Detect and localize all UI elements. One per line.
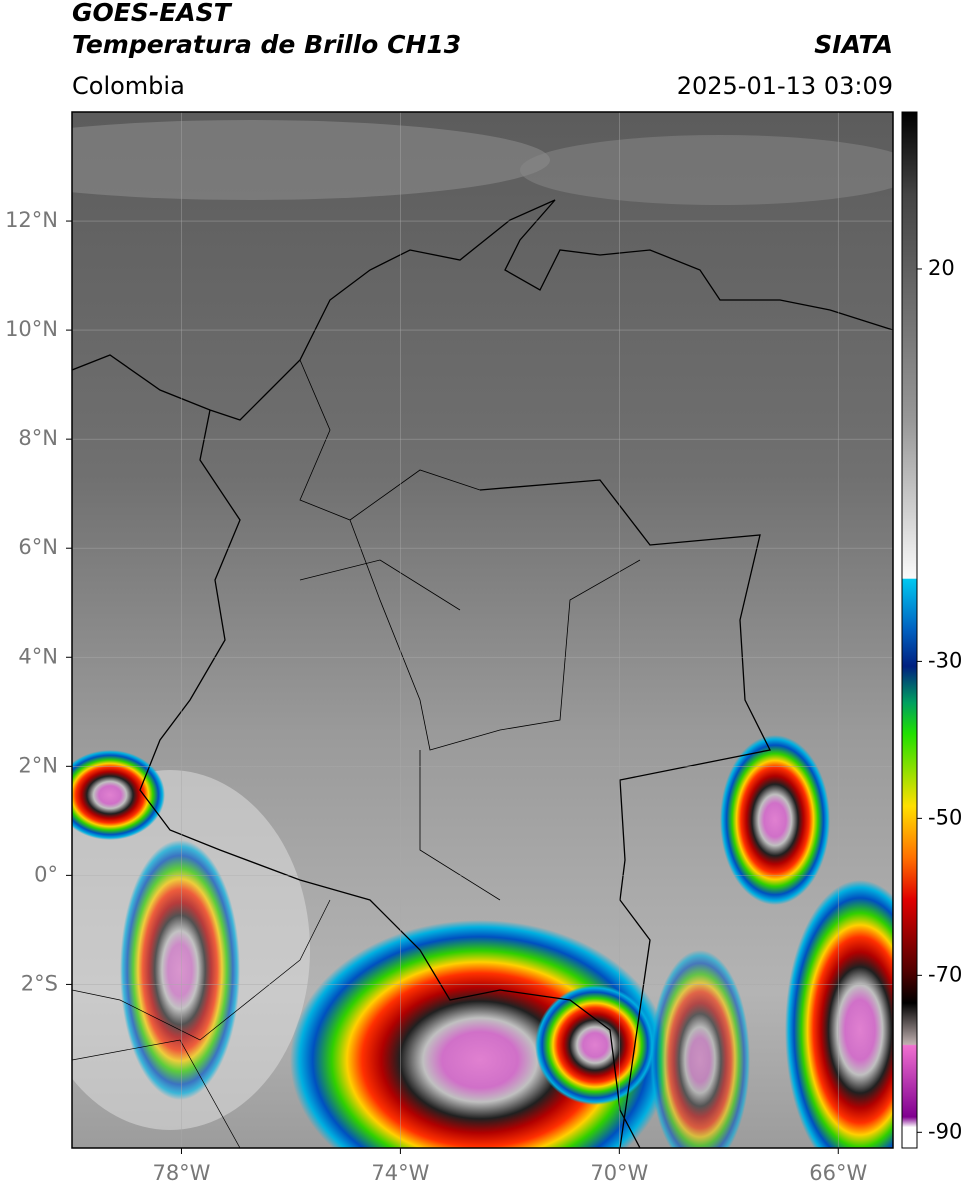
- y-tick-label: 6°N: [18, 535, 58, 559]
- region: Colombia: [72, 72, 185, 100]
- y-tick-label: 10°N: [5, 317, 58, 341]
- colorbar-tick-label: -90: [928, 1119, 962, 1143]
- map-frame: [71, 111, 894, 1149]
- y-tick-label: 4°N: [18, 644, 58, 668]
- x-tick-label: 74°W: [371, 1161, 429, 1185]
- colorbar-tick-label: -30: [928, 648, 962, 672]
- colorbar-tick-label: -50: [928, 805, 962, 829]
- grid: [72, 112, 893, 1148]
- map-image: [72, 112, 893, 1148]
- x-tick-label: 70°W: [590, 1161, 648, 1185]
- x-tick-label: 66°W: [809, 1161, 867, 1185]
- y-tick-label: 8°N: [18, 426, 58, 450]
- subtitle: Temperatura de Brillo CH13: [72, 30, 461, 59]
- title: GOES-EAST: [72, 0, 233, 27]
- source: SIATA: [814, 30, 893, 59]
- y-tick-label: 2°S: [21, 971, 58, 995]
- y-tick-label: 12°N: [5, 208, 58, 232]
- y-tick-label: 0°: [34, 862, 58, 886]
- y-tick-label: 2°N: [18, 753, 58, 777]
- colorbar-tick-label: 20: [928, 256, 955, 280]
- datetime: 2025-01-13 03:09: [677, 72, 893, 100]
- colorbar-tick-label: -70: [928, 962, 962, 986]
- colorbar: [901, 111, 918, 1149]
- x-tick-label: 78°W: [152, 1161, 210, 1185]
